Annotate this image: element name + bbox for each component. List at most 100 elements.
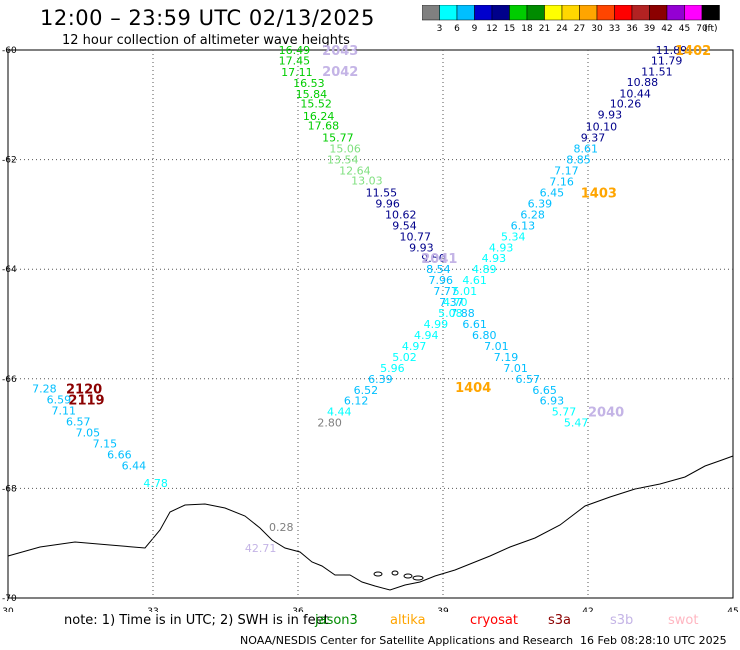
wave-height-point: 7.15	[93, 437, 118, 450]
track-number-label: 2041	[421, 252, 457, 267]
colorbar-tick-label: 6	[454, 24, 460, 34]
colorbar-tick-label: 42	[661, 24, 672, 34]
wave-height-point: 7.01	[503, 362, 527, 375]
wave-height-point: 17.45	[279, 54, 311, 67]
track-number-label: 2119	[68, 394, 104, 409]
wave-height-point: 8.54	[426, 263, 451, 276]
wave-height-point: 15.52	[300, 98, 332, 111]
wave-height-point: 4.70	[443, 296, 468, 309]
wave-height-point: 8.85	[566, 154, 591, 167]
wave-height-point: 6.66	[107, 448, 132, 461]
wave-height-point: 7.11	[52, 405, 77, 418]
track-number-label: 1402	[675, 44, 711, 59]
track-number-label: 2043	[322, 44, 358, 59]
wave-height-point: 7.88	[450, 307, 475, 320]
track-number-label: 2120	[66, 383, 102, 398]
legend-item-s3a: s3a	[548, 613, 572, 628]
colorbar-unit: (ft)	[704, 24, 718, 34]
wave-height-point: 4.93	[489, 241, 513, 254]
legend-item-jason3: jason3	[315, 613, 358, 628]
wave-height-point: 5.08	[438, 307, 463, 320]
colorbar-tick-label: 12	[486, 24, 497, 34]
wave-height-point: 6.13	[511, 219, 535, 232]
color-scale-bar: 3 6 9 12 15 18 21 24 27 30 33 36 39 42 45 70(ft)	[422, 5, 720, 34]
wave-height-point: 16.24	[303, 110, 335, 123]
colorbar-tick-label: 3	[437, 24, 443, 34]
wave-height-point: 10.62	[385, 208, 417, 221]
wave-height-point: 10.44	[619, 87, 651, 100]
wave-height-point: 4.44	[327, 406, 352, 419]
wave-height-point: 7.96	[429, 274, 454, 287]
x-tick-label: 33	[147, 607, 158, 612]
colorbar-tick-label: 24	[556, 24, 568, 34]
wave-height-point: 11.51	[641, 65, 673, 78]
track-number-label: 1404	[455, 381, 491, 396]
wave-height-point: 7.19	[494, 351, 519, 364]
wave-height-point: 7.01	[484, 340, 509, 353]
wave-height-point: 13.03	[351, 174, 383, 187]
island-outline	[412, 575, 424, 581]
colorbar-tick-label: 27	[574, 24, 585, 34]
wave-height-point: 6.39	[528, 197, 553, 210]
wave-height-point: 17.68	[308, 120, 340, 133]
wave-height-point: 6.59	[47, 394, 72, 407]
wave-height-point: 6.61	[462, 318, 487, 331]
island-outline	[373, 571, 383, 577]
x-tick-label: 36	[292, 607, 304, 612]
wave-height-point: 2.80	[317, 417, 342, 430]
wave-height-point: 9.93	[409, 241, 434, 254]
chart-title: 12:00 – 23:59 UTC 02/13/2025	[40, 6, 375, 30]
wave-height-point: 4.89	[472, 263, 497, 276]
wave-height-point: 16.49	[279, 44, 311, 57]
y-tick-label: -62	[2, 156, 17, 166]
wave-height-point: 10.77	[400, 230, 432, 243]
credit-line: NOAA/NESDIS Center for Satellite Applica…	[240, 634, 574, 647]
wave-height-point: 9.50	[421, 252, 446, 265]
wave-height-point: 7.16	[549, 176, 574, 189]
wave-height-point: 17.11	[281, 66, 313, 79]
wave-height-point: 4.97	[402, 340, 427, 353]
wave-height-point: 6.93	[540, 395, 565, 408]
colorbar-tick-label: 36	[626, 24, 638, 34]
colorbar-tick-label: 15	[504, 24, 515, 34]
wave-height-point: 7.17	[554, 165, 579, 178]
colorbar-tick-label: 45	[679, 24, 690, 34]
generated-timestamp: 16 Feb 08:28:10 UTC 2025	[580, 634, 727, 647]
wave-height-point: 12.64	[339, 165, 371, 178]
wave-height-point: 8.61	[574, 143, 599, 156]
wave-height-point: 6.52	[354, 384, 379, 397]
colorbar-tick-label: 70	[696, 24, 708, 34]
coastline	[7, 455, 734, 591]
colorbar-tick-label: 9	[472, 24, 478, 34]
wave-height-point: 6.12	[344, 395, 369, 408]
wave-height-point: 4.61	[462, 274, 487, 287]
y-tick-label: -64	[2, 265, 17, 275]
y-tick-label: -60	[2, 46, 17, 56]
y-tick-label: -66	[2, 375, 17, 385]
colorbar-tick-label: 33	[609, 24, 620, 34]
colorbar-tick-label: 30	[591, 24, 603, 34]
legend-item-cryosat: cryosat	[470, 613, 518, 628]
wave-height-point: 6.80	[472, 329, 497, 342]
wave-height-point: 5.77	[552, 406, 577, 419]
satellite-legend: jason3 altika cryosat s3a s3b swot	[0, 613, 740, 631]
wave-height-point: 7.37	[439, 296, 464, 309]
wave-height-point: 15.06	[329, 143, 361, 156]
wave-height-point: 6.57	[66, 416, 91, 429]
wave-height-point: 10.26	[610, 98, 642, 111]
track-number-label: 2042	[322, 65, 358, 80]
wave-height-point: 11.79	[651, 54, 683, 67]
legend-item-altika: altika	[390, 613, 426, 628]
wave-height-point: 4.93	[482, 252, 507, 265]
wave-height-point: 10.88	[627, 76, 659, 89]
wave-height-point: 6.57	[516, 373, 541, 386]
wave-height-point: 0.28	[269, 521, 294, 534]
wave-height-point: 6.65	[532, 384, 557, 397]
wave-height-point: 11.89	[656, 44, 688, 57]
wave-height-point: 4.99	[424, 318, 449, 331]
wave-height-point: 9.37	[581, 132, 606, 145]
wave-height-point: 4.94	[414, 329, 439, 342]
plot-frame	[7, 49, 734, 599]
x-tick-label: 39	[437, 607, 449, 612]
x-tick-label: 42	[582, 607, 593, 612]
